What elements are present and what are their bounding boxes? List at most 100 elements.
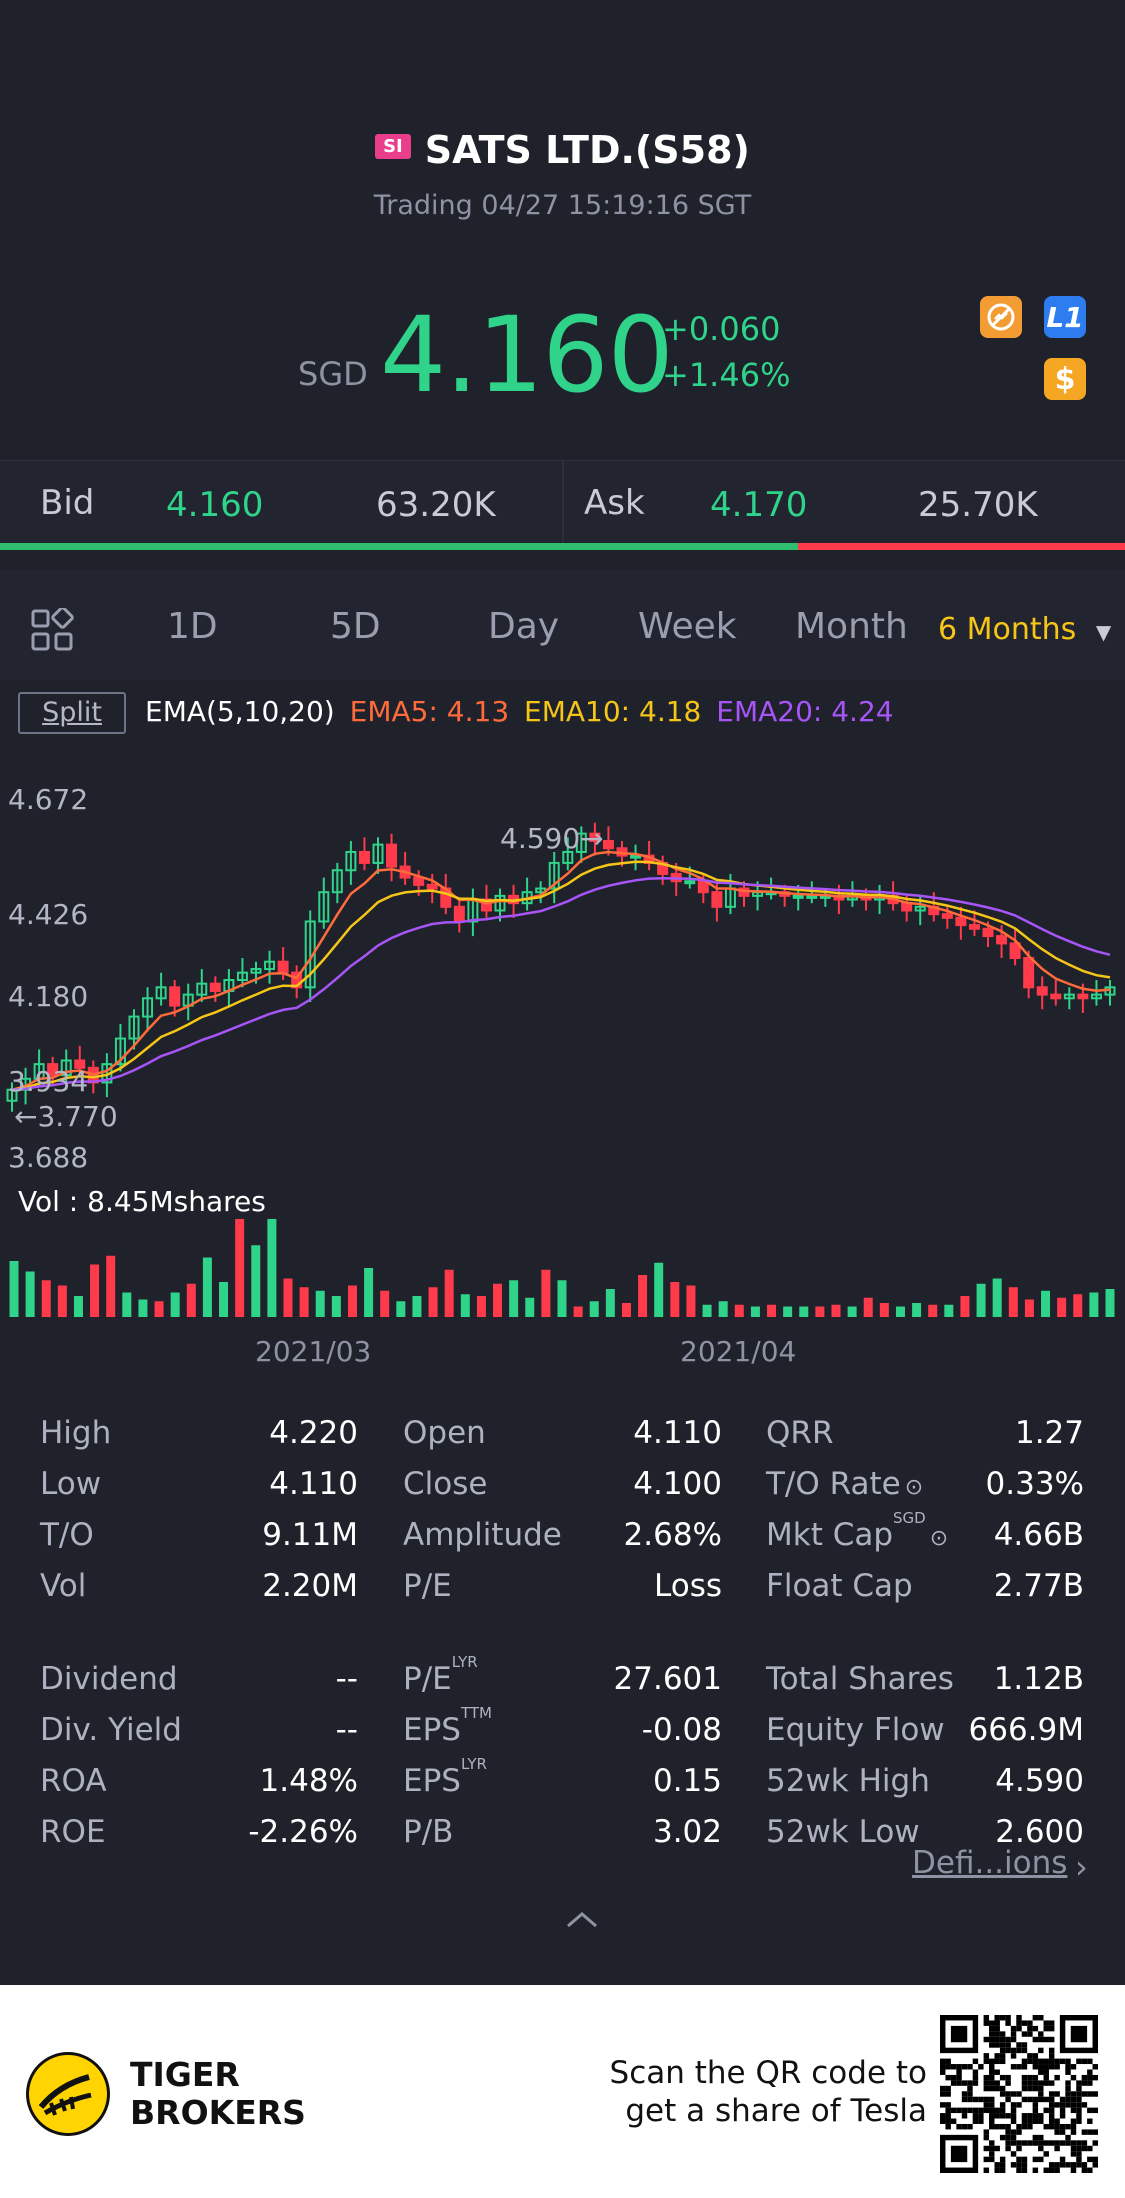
qr-module (1076, 2096, 1082, 2103)
qr-module (983, 2129, 990, 2135)
stat-value: 2.68% (623, 1517, 722, 1553)
stat-label: Div. Yield (40, 1712, 182, 1748)
volume-bar (589, 1301, 599, 1317)
volume-bar (654, 1262, 664, 1317)
qr-module (967, 2080, 973, 2086)
candle-body (982, 927, 994, 938)
stat-value: -0.08 (641, 1712, 722, 1748)
stat-value: 3.02 (652, 1814, 722, 1850)
qr-module (1048, 2047, 1055, 2054)
qr-module (1005, 2020, 1011, 2026)
qr-module (1032, 2025, 1039, 2032)
qr-module (1070, 2064, 1077, 2070)
qr-module (967, 2096, 973, 2103)
qr-module (1005, 2140, 1011, 2146)
qr-module (1087, 2080, 1093, 2086)
qr-module (956, 2107, 962, 2114)
volume-bar (928, 1304, 938, 1317)
qr-module (1048, 2053, 1055, 2059)
qr-module (994, 2053, 1000, 2059)
dollar-icon[interactable]: $ (1044, 358, 1086, 400)
qr-module (972, 2074, 979, 2081)
qr-module (1070, 2096, 1077, 2103)
definitions-link[interactable]: Defi...ions (912, 1845, 1068, 1881)
qr-module (1010, 2031, 1017, 2037)
qr-module (1087, 2129, 1093, 2135)
qr-module (1054, 2064, 1060, 2070)
qr-module (1048, 2064, 1055, 2070)
qr-module (983, 2167, 990, 2173)
grid-icon[interactable] (30, 606, 74, 652)
qr-module (1048, 2020, 1055, 2026)
qr-module (1081, 2080, 1088, 2086)
stat-value: 0.15 (652, 1763, 722, 1799)
stat-label-text: Dividend (40, 1661, 178, 1697)
candle-body (47, 1063, 59, 1077)
qr-module (972, 2080, 979, 2086)
qr-module (1070, 2123, 1077, 2130)
tab-day[interactable]: Day (488, 606, 560, 647)
qr-module (1081, 2058, 1088, 2065)
qr-module (1048, 2113, 1055, 2119)
volume-bar (912, 1303, 922, 1317)
qr-module (1016, 2123, 1022, 2130)
qr-module (1092, 2074, 1098, 2081)
volume-bar (41, 1280, 51, 1317)
tab-5d[interactable]: 5D (330, 606, 381, 647)
qr-module (967, 2064, 973, 2070)
qr-module (999, 2167, 1006, 2173)
chevron-right-icon[interactable]: › (1075, 1848, 1088, 1886)
last-price: 4.160 (380, 294, 674, 416)
qr-finder (1070, 2025, 1088, 2043)
qr-module (1010, 2047, 1017, 2054)
tab-week[interactable]: Week (638, 606, 737, 647)
volume-bar (428, 1287, 438, 1317)
chevron-up-icon[interactable] (562, 1908, 602, 1936)
tab-6-months[interactable]: 6 Months ▼ (938, 612, 1111, 647)
stat-label-text: Equity Flow (766, 1712, 945, 1748)
stat-label-text: P/B (403, 1814, 454, 1850)
qr-module (1048, 2123, 1055, 2130)
caret-down-icon: ▼ (1095, 620, 1112, 644)
volume-bar (106, 1255, 116, 1317)
tab-month[interactable]: Month (795, 606, 908, 647)
volume-bar (767, 1304, 777, 1317)
qr-module (999, 2036, 1006, 2043)
qr-module (1070, 2118, 1077, 2124)
y-axis-label: 4.426 (8, 898, 89, 931)
qr-module (1054, 2140, 1060, 2146)
qr-code[interactable] (940, 2015, 1098, 2173)
qr-module (1005, 2129, 1011, 2135)
no-short-icon[interactable] (980, 296, 1022, 338)
price-chart[interactable] (0, 770, 1125, 1330)
candle-body (291, 971, 303, 989)
volume-bar (621, 1303, 631, 1317)
volume-bar (219, 1282, 229, 1317)
candle-body (1090, 993, 1102, 1000)
qr-module (1043, 2036, 1049, 2043)
exchange-badge: SI (375, 134, 411, 159)
stat-value: 2.600 (995, 1814, 1084, 1850)
candle-body (548, 861, 560, 890)
qr-module (989, 2156, 995, 2163)
level1-icon[interactable]: L1 (1044, 296, 1086, 338)
ema-name: EMA(5,10,20) (145, 695, 335, 728)
info-icon[interactable]: ⊙ (904, 1475, 924, 1500)
qr-module (972, 2069, 979, 2075)
split-button[interactable]: Split (18, 692, 126, 734)
volume-bar (718, 1301, 728, 1317)
qr-module (978, 2118, 984, 2124)
ema5-line (11, 850, 1111, 1092)
qr-module (1021, 2096, 1028, 2103)
tab-1d[interactable]: 1D (167, 606, 218, 647)
qr-module (967, 2107, 973, 2114)
qr-module (1043, 2123, 1049, 2130)
qr-module (989, 2036, 995, 2043)
qr-module (999, 2107, 1006, 2114)
volume-bar (1041, 1290, 1051, 1317)
stat-value: 2.20M (262, 1568, 358, 1604)
qr-module (1010, 2102, 1017, 2108)
qr-module (1043, 2140, 1049, 2146)
candle-body (413, 876, 425, 886)
info-icon[interactable]: ⊙ (929, 1526, 949, 1551)
